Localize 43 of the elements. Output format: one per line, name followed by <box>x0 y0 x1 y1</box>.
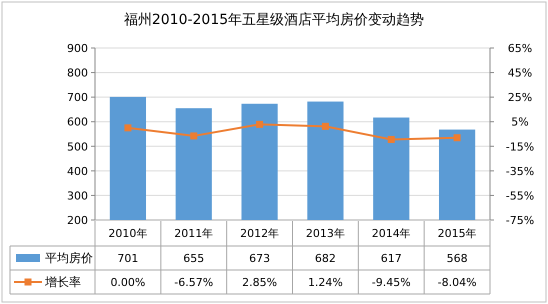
data-label: 1.24% <box>308 276 343 289</box>
x-tick-label: 2011年 <box>174 227 214 240</box>
data-label: -9.45% <box>372 276 411 289</box>
y-tick-label: 400 <box>67 164 88 178</box>
data-label: 568 <box>446 252 468 265</box>
y-tick-label: 200 <box>67 214 88 227</box>
point <box>256 120 264 128</box>
y-tick-label: 500 <box>67 140 88 154</box>
y-tick-label: 700 <box>67 91 88 104</box>
point <box>454 134 461 142</box>
legend-label: 平均房价 <box>45 251 93 265</box>
x-tick-label: 2013年 <box>306 227 345 240</box>
data-label: 655 <box>183 252 204 265</box>
y2-tick-label: 45% <box>508 66 532 80</box>
y2-tick-label: 65% <box>508 42 532 55</box>
y-tick-label: 600 <box>67 116 88 129</box>
data-label: 617 <box>380 252 402 265</box>
x-tick-label: 2012年 <box>240 227 280 240</box>
y2-tick-label: 5% <box>511 116 529 129</box>
y-tick-label: 900 <box>67 42 88 55</box>
y2-tick-label: -15% <box>506 140 534 154</box>
y2-tick-label: -75% <box>506 214 534 227</box>
legend-label: 增长率 <box>44 275 81 289</box>
data-label: -6.57% <box>174 276 214 289</box>
x-tick-label: 2010年 <box>108 227 148 240</box>
chart-title: 福州2010-2015年五星级酒店平均房价变动趋势 <box>124 12 424 28</box>
x-tick-label: 2015年 <box>438 227 477 240</box>
point <box>124 124 132 132</box>
y2-tick-label: 25% <box>508 91 532 104</box>
y2-tick-label: -55% <box>506 189 534 202</box>
y-tick-label: 300 <box>67 189 88 202</box>
point <box>190 132 198 140</box>
data-label: 701 <box>117 252 138 265</box>
point <box>322 122 329 130</box>
data-label: 673 <box>249 252 270 265</box>
x-tick-label: 2014年 <box>372 227 411 240</box>
point <box>388 136 395 143</box>
data-label: 0.00% <box>110 276 146 289</box>
y-tick-label: 800 <box>67 66 88 80</box>
y2-tick-label: -35% <box>506 164 534 178</box>
data-label: -8.04% <box>438 276 477 289</box>
data-label: 682 <box>314 252 336 265</box>
data-label: 2.85% <box>242 276 278 289</box>
